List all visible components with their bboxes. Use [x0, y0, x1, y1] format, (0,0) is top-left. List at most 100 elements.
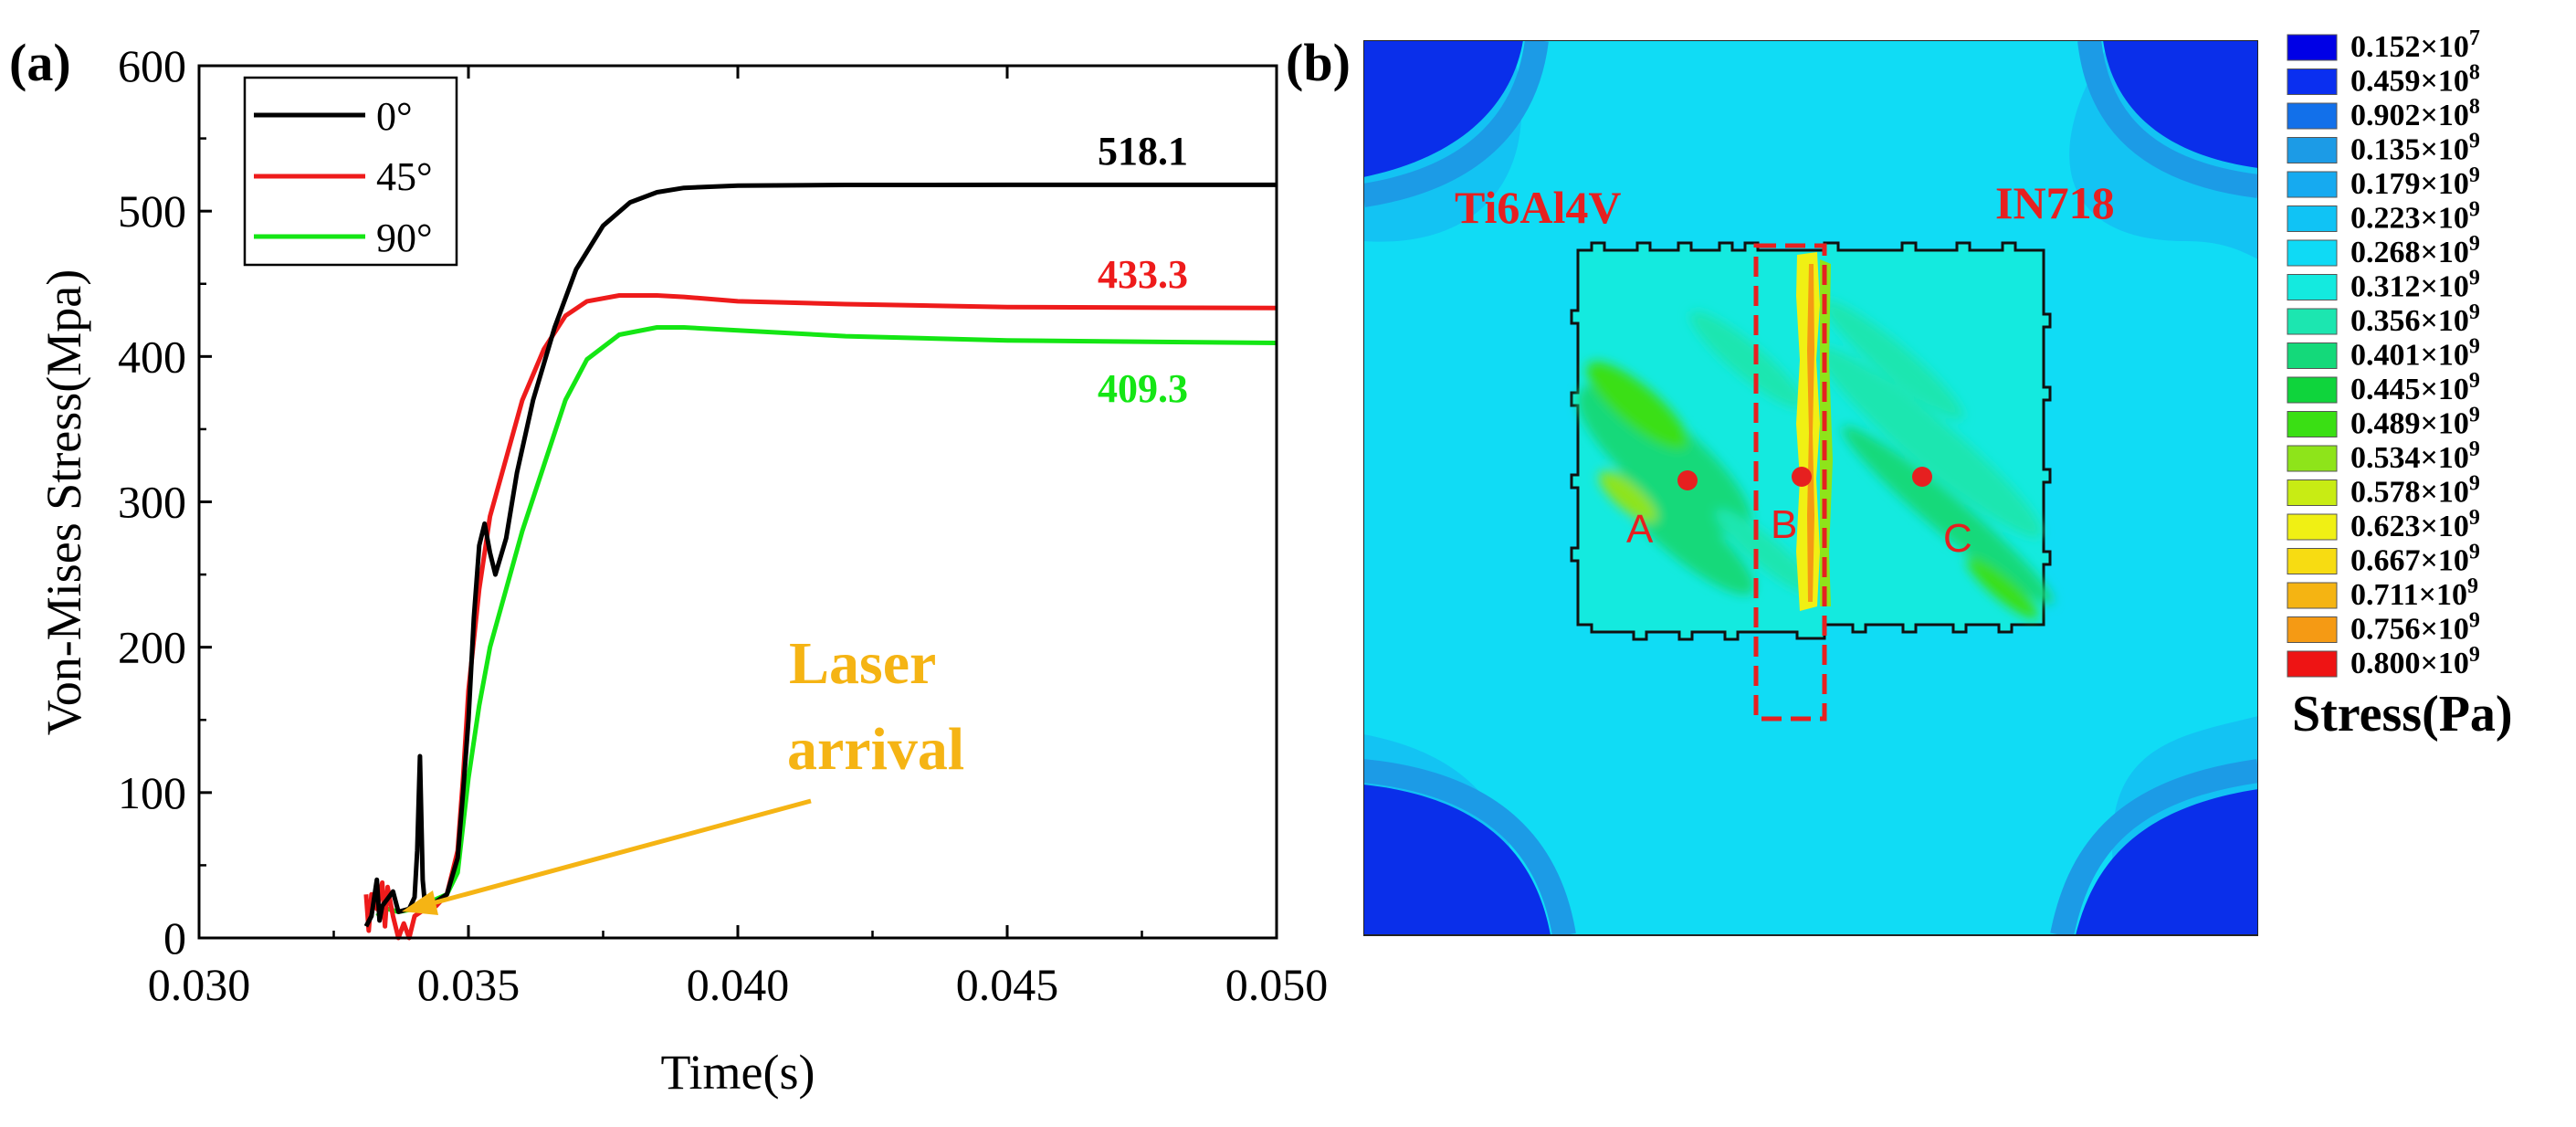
- colorbar-swatch-16: [2287, 582, 2338, 609]
- legend: 0° 45° 90°: [243, 76, 458, 267]
- point-a-marker: [1677, 470, 1698, 490]
- legend-label-0: 0°: [376, 94, 413, 139]
- y-tick-label-3: 300: [118, 477, 186, 528]
- colorbar-label-11: 0.489×109: [2350, 404, 2480, 441]
- colorbar-swatch-0: [2287, 34, 2338, 61]
- colorbar-label-6: 0.268×109: [2350, 232, 2480, 269]
- x-tick-label-3: 0.045: [956, 959, 1059, 1010]
- annotation-line-2: arrival: [787, 716, 964, 783]
- point-b-label: B: [1771, 502, 1797, 547]
- left-half-streaks: [1577, 311, 1815, 595]
- colorbar-swatch-18: [2287, 650, 2338, 678]
- point-c-marker: [1912, 467, 1932, 487]
- x-tick-label-4: 0.050: [1225, 959, 1329, 1010]
- y-tick-label-4: 400: [118, 331, 186, 382]
- legend-label-45: 45°: [376, 154, 433, 199]
- colorbar-label-15: 0.667×109: [2350, 541, 2480, 578]
- colorbar-swatch-9: [2287, 342, 2338, 369]
- colorbar-label-14: 0.623×109: [2350, 506, 2480, 543]
- right-half-streaks: [1816, 300, 2054, 619]
- y-tick-label-5: 500: [118, 185, 186, 237]
- series-layer: [363, 182, 1277, 941]
- colorbar-label-9: 0.401×109: [2350, 335, 2480, 373]
- laser-arrival-annotation: Laser arrival: [402, 630, 964, 915]
- colorbar-swatch-15: [2287, 548, 2338, 574]
- corner-ring-bottom-right: [2050, 759, 2258, 935]
- legend-frame: [243, 76, 458, 267]
- colorbar-swatch-14: [2287, 513, 2338, 541]
- colorbar-label-8: 0.356×109: [2350, 300, 2480, 338]
- x-tick-label-2: 0.040: [687, 959, 790, 1010]
- colorbar-title: Stress(Pa): [2292, 686, 2513, 743]
- colorbar-swatch-4: [2287, 171, 2338, 198]
- colorbar-swatch-1: [2287, 68, 2338, 95]
- colorbar-swatch-8: [2287, 308, 2338, 335]
- x-tick-labels: 0.030 0.035 0.040 0.045 0.050: [148, 959, 1329, 1010]
- colorbar-label-16: 0.711×109: [2350, 574, 2478, 612]
- corner-ring-top-right: [2077, 40, 2258, 198]
- y-tick-label-6: 600: [118, 40, 186, 91]
- colorbar-swatch-12: [2287, 445, 2338, 472]
- legend-label-90: 90°: [376, 216, 433, 260]
- colorbar-swatch-6: [2287, 239, 2338, 267]
- colorbar-swatch-5: [2287, 205, 2338, 232]
- corner-bottom-left: [1363, 785, 1551, 935]
- colorbar-swatch-2: [2287, 102, 2338, 130]
- weld-seam-core: [1807, 264, 1814, 602]
- weld-region-box: [1753, 243, 1827, 721]
- series-line-0: [363, 182, 1277, 928]
- panel-b-label: (b): [1286, 33, 1351, 92]
- colorbar-swatches: 0.152×1070.459×1080.902×1080.135×1090.17…: [2287, 26, 2480, 680]
- final-value-0: 518.1: [1098, 129, 1188, 174]
- colorbar-label-2: 0.902×108: [2350, 95, 2480, 132]
- final-value-90: 409.3: [1098, 366, 1188, 411]
- weld-seam-edge: [1820, 259, 1833, 606]
- colorbar-label-5: 0.223×109: [2350, 198, 2480, 236]
- annotation-arrowhead: [402, 890, 438, 915]
- corner-top-right: [2103, 40, 2258, 168]
- colorbar-label-17: 0.756×109: [2350, 609, 2480, 647]
- annotation-arrow-shaft: [428, 798, 812, 907]
- corner-top-left: [1363, 40, 1523, 177]
- colorbar-label-7: 0.312×109: [2350, 267, 2480, 304]
- colorbar-label-0: 0.152×107: [2350, 26, 2480, 64]
- colorbar-swatch-10: [2287, 376, 2338, 404]
- colorbar-swatch-3: [2287, 137, 2338, 163]
- map-frame: [1363, 40, 2258, 936]
- final-value-45: 433.3: [1098, 252, 1188, 297]
- plot-frame: [197, 64, 1278, 940]
- colorbar-label-3: 0.135×109: [2350, 130, 2480, 167]
- colorbar-label-10: 0.445×109: [2350, 369, 2480, 406]
- colorbar-swatch-17: [2287, 616, 2338, 643]
- x-tick-label-0: 0.030: [148, 959, 251, 1010]
- series-line-2: [375, 325, 1277, 919]
- y-tick-label-1: 100: [118, 767, 186, 818]
- right-material-label: IN718: [1995, 177, 2115, 228]
- x-tick-label-1: 0.035: [417, 959, 520, 1010]
- y-tick-labels: 0 100 200 300 400 500 600: [118, 40, 186, 964]
- colorbar-swatch-13: [2287, 479, 2338, 506]
- x-axis-label: Time(s): [660, 1045, 815, 1100]
- point-b-marker: [1792, 467, 1812, 487]
- panel-a-label: (a): [9, 33, 71, 92]
- corner-bottom-right: [2076, 789, 2258, 935]
- stress-contour-map: Ti6Al4V IN718 A B C: [1363, 40, 2258, 936]
- point-a-label: A: [1626, 507, 1654, 552]
- colorbar-label-18: 0.800×109: [2350, 643, 2480, 680]
- colorbar-label-13: 0.578×109: [2350, 472, 2480, 510]
- colorbar-label-1: 0.459×108: [2350, 61, 2480, 99]
- stress-time-chart: 0.030 0.035 0.040 0.045 0.050 0 100 200 300 400 5…: [37, 40, 1329, 1100]
- colorbar-label-4: 0.179×109: [2350, 163, 2480, 201]
- y-tick-label-2: 200: [118, 622, 186, 673]
- colorbar-swatch-11: [2287, 411, 2338, 437]
- y-axis-label: Von-Mises Stress(Mpa): [37, 269, 91, 736]
- colorbar-label-12: 0.534×109: [2350, 437, 2480, 475]
- stress-colorbar: 0.152×1070.459×1080.902×1080.135×1090.17…: [2287, 26, 2513, 743]
- corner-ring-top-left: [1363, 40, 1549, 207]
- point-c-label: C: [1943, 516, 1972, 561]
- annotation-line-1: Laser: [789, 630, 936, 697]
- y-tick-label-0: 0: [163, 912, 186, 964]
- colorbar-swatch-7: [2287, 274, 2338, 300]
- left-material-label: Ti6Al4V: [1455, 182, 1621, 233]
- corner-ring-bottom-left: [1363, 759, 1576, 935]
